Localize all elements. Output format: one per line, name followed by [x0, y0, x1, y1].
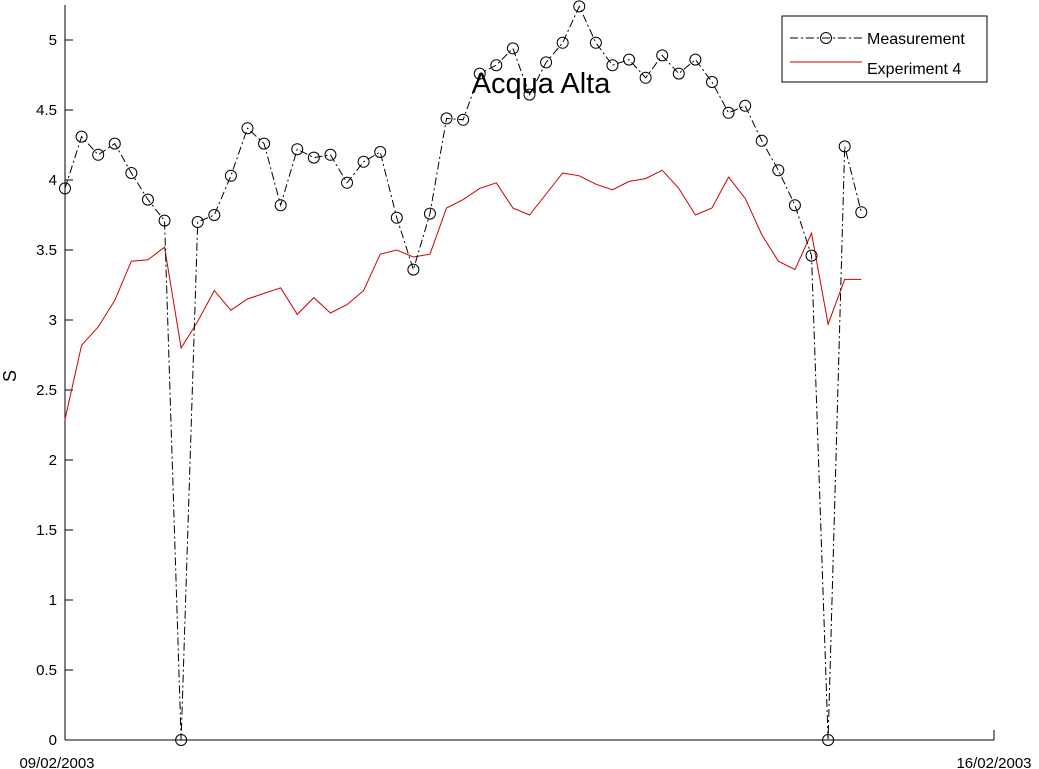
- measurement-point: [639, 71, 652, 84]
- measurement-point: [92, 148, 105, 161]
- measurement-point: [274, 199, 287, 212]
- chart-title: Acqua Alta: [472, 68, 612, 100]
- legend-measurement-label: Measurement: [867, 31, 965, 48]
- measurement-point: [258, 137, 271, 150]
- measurement-point: [125, 167, 138, 179]
- measurement-point: [241, 122, 254, 135]
- measurement-point: [191, 216, 204, 228]
- measurement-point: [457, 113, 470, 126]
- measurement-point: [357, 155, 370, 168]
- measurement-point: [341, 176, 354, 189]
- y-tick-label: 1.5: [36, 522, 57, 539]
- measurement-point: [506, 42, 519, 55]
- measurement-point: [805, 249, 818, 262]
- legend-box: [781, 15, 988, 83]
- measurement-point: [75, 130, 88, 143]
- measurement-point: [108, 137, 121, 150]
- series-line-experiment-4: [64, 169, 862, 420]
- y-axis-label: S: [0, 370, 20, 382]
- measurement-point: [755, 134, 768, 147]
- series-layer: [59, 0, 868, 746]
- y-tick-label: 3.5: [36, 242, 57, 259]
- measurement-point: [423, 207, 436, 220]
- measurement-point: [705, 76, 718, 88]
- y-tick-label: 2: [49, 452, 57, 469]
- measurement-point: [175, 734, 188, 746]
- y-tick-label: 0: [49, 732, 57, 749]
- y-tick-label: 4: [49, 172, 57, 189]
- measurement-point: [739, 99, 752, 112]
- y-ticks: 0 0.5 1 1.5 2 2.5 3 3.5 4 4.5 5: [36, 32, 73, 749]
- measurement-point: [855, 206, 868, 219]
- series-line-measurement: [64, 5, 862, 741]
- measurement-point: [523, 88, 536, 101]
- measurement-point: [822, 734, 835, 746]
- measurement-point: [589, 36, 602, 49]
- y-tick-label: 4.5: [36, 102, 57, 119]
- y-tick-label: 1: [49, 592, 57, 609]
- measurement-point: [324, 148, 337, 161]
- measurement-point: [158, 214, 171, 227]
- measurement-point: [838, 140, 851, 153]
- measurement-point: [556, 36, 569, 49]
- measurement-point: [390, 211, 403, 224]
- measurement-point: [573, 0, 586, 13]
- measurement-point: [291, 143, 304, 156]
- measurement-point: [623, 53, 636, 66]
- legend-experiment-label: Experiment 4: [867, 61, 961, 78]
- measurement-point: [540, 56, 553, 69]
- measurement-point: [208, 209, 221, 221]
- measurement-point: [672, 67, 685, 80]
- measurement-point: [374, 146, 387, 158]
- legend-measurement-marker: [820, 32, 832, 44]
- measurement-point: [722, 106, 735, 119]
- x-tick-label: 16/02/2003: [956, 755, 1031, 769]
- y-tick-label: 0.5: [36, 662, 57, 679]
- x-ticks: 09/02/2003 16/02/2003: [19, 730, 1032, 769]
- measurement-point: [407, 263, 420, 276]
- y-tick-label: 2.5: [36, 382, 57, 399]
- legend: Measurement Experiment 4: [781, 15, 988, 83]
- measurement-point: [772, 164, 785, 177]
- measurement-point: [307, 151, 320, 164]
- measurement-point: [224, 169, 237, 182]
- measurement-point: [656, 49, 669, 62]
- x-tick-label: 09/02/2003: [19, 755, 94, 769]
- measurement-point: [490, 59, 503, 72]
- measurement-point: [689, 53, 702, 66]
- measurement-point: [440, 112, 453, 125]
- measurement-point: [473, 67, 486, 80]
- measurement-point: [141, 193, 154, 206]
- y-tick-label: 3: [49, 312, 57, 329]
- axes: [64, 5, 994, 741]
- y-tick-label: 5: [49, 32, 57, 49]
- measurement-point: [788, 199, 801, 212]
- measurement-point: [59, 182, 71, 195]
- measurement-point: [606, 59, 619, 72]
